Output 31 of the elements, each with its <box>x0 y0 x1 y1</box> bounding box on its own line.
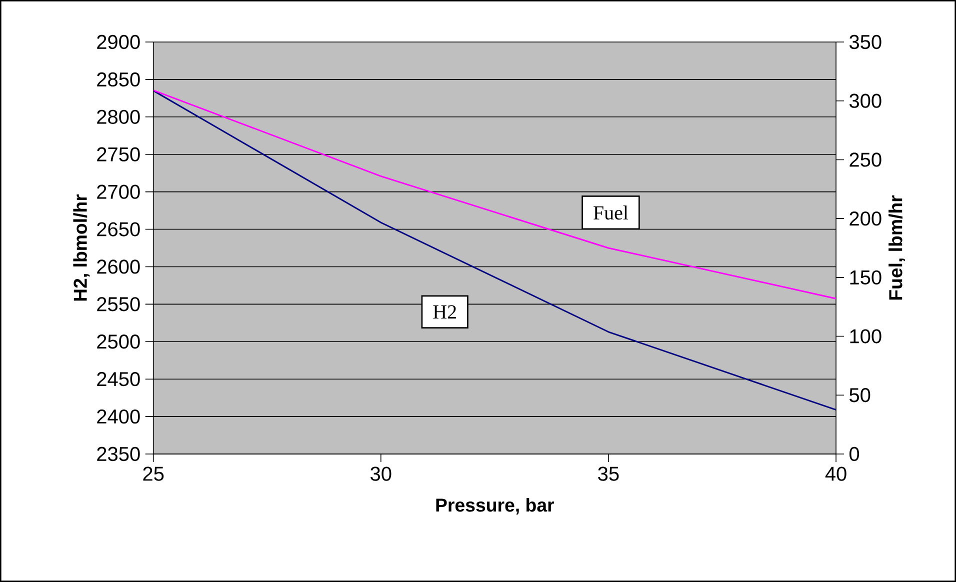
y2-tick-label: 150 <box>850 270 882 284</box>
series-label: Fuel <box>594 206 628 220</box>
y2-tick-label: 100 <box>850 329 882 344</box>
y-tick-label: 2400 <box>97 409 140 424</box>
y-tick-label: 2550 <box>97 297 140 312</box>
x-tick-label: 35 <box>598 466 619 481</box>
x-axis-title: Pressure, bar <box>436 498 554 514</box>
y-tick-label: 2600 <box>97 260 140 274</box>
y-tick-label: 2650 <box>97 222 140 236</box>
y2-tick-label: 350 <box>849 34 882 50</box>
y-tick-label: 2700 <box>97 184 140 199</box>
y2-axis-title: Fuel, lbm/hr <box>888 195 905 300</box>
y2-tick-label: 0 <box>849 446 860 462</box>
x-tick-label: 30 <box>370 466 392 481</box>
line-series <box>153 90 836 411</box>
y-tick-label: 2350 <box>97 446 140 462</box>
y-tick-label: 2500 <box>97 334 140 349</box>
line-series <box>153 90 836 300</box>
y-tick-label: 2750 <box>97 147 140 162</box>
y-tick-label: 2900 <box>97 34 140 50</box>
y-tick-label: 2850 <box>97 72 140 87</box>
y-axis-title: H2, lbmol/hr <box>73 194 90 301</box>
y2-tick-label: 250 <box>850 152 882 167</box>
text: H2 <box>433 305 456 318</box>
y2-tick-label: 300 <box>849 94 882 108</box>
x-tick-label: 40 <box>825 466 846 481</box>
y-tick-label: 2450 <box>97 372 140 386</box>
y-tick-label: 2800 <box>97 110 140 124</box>
x-tick-label: 25 <box>143 466 164 481</box>
y2-tick-label: 200 <box>850 211 882 226</box>
y2-tick-label: 50 <box>850 388 870 402</box>
